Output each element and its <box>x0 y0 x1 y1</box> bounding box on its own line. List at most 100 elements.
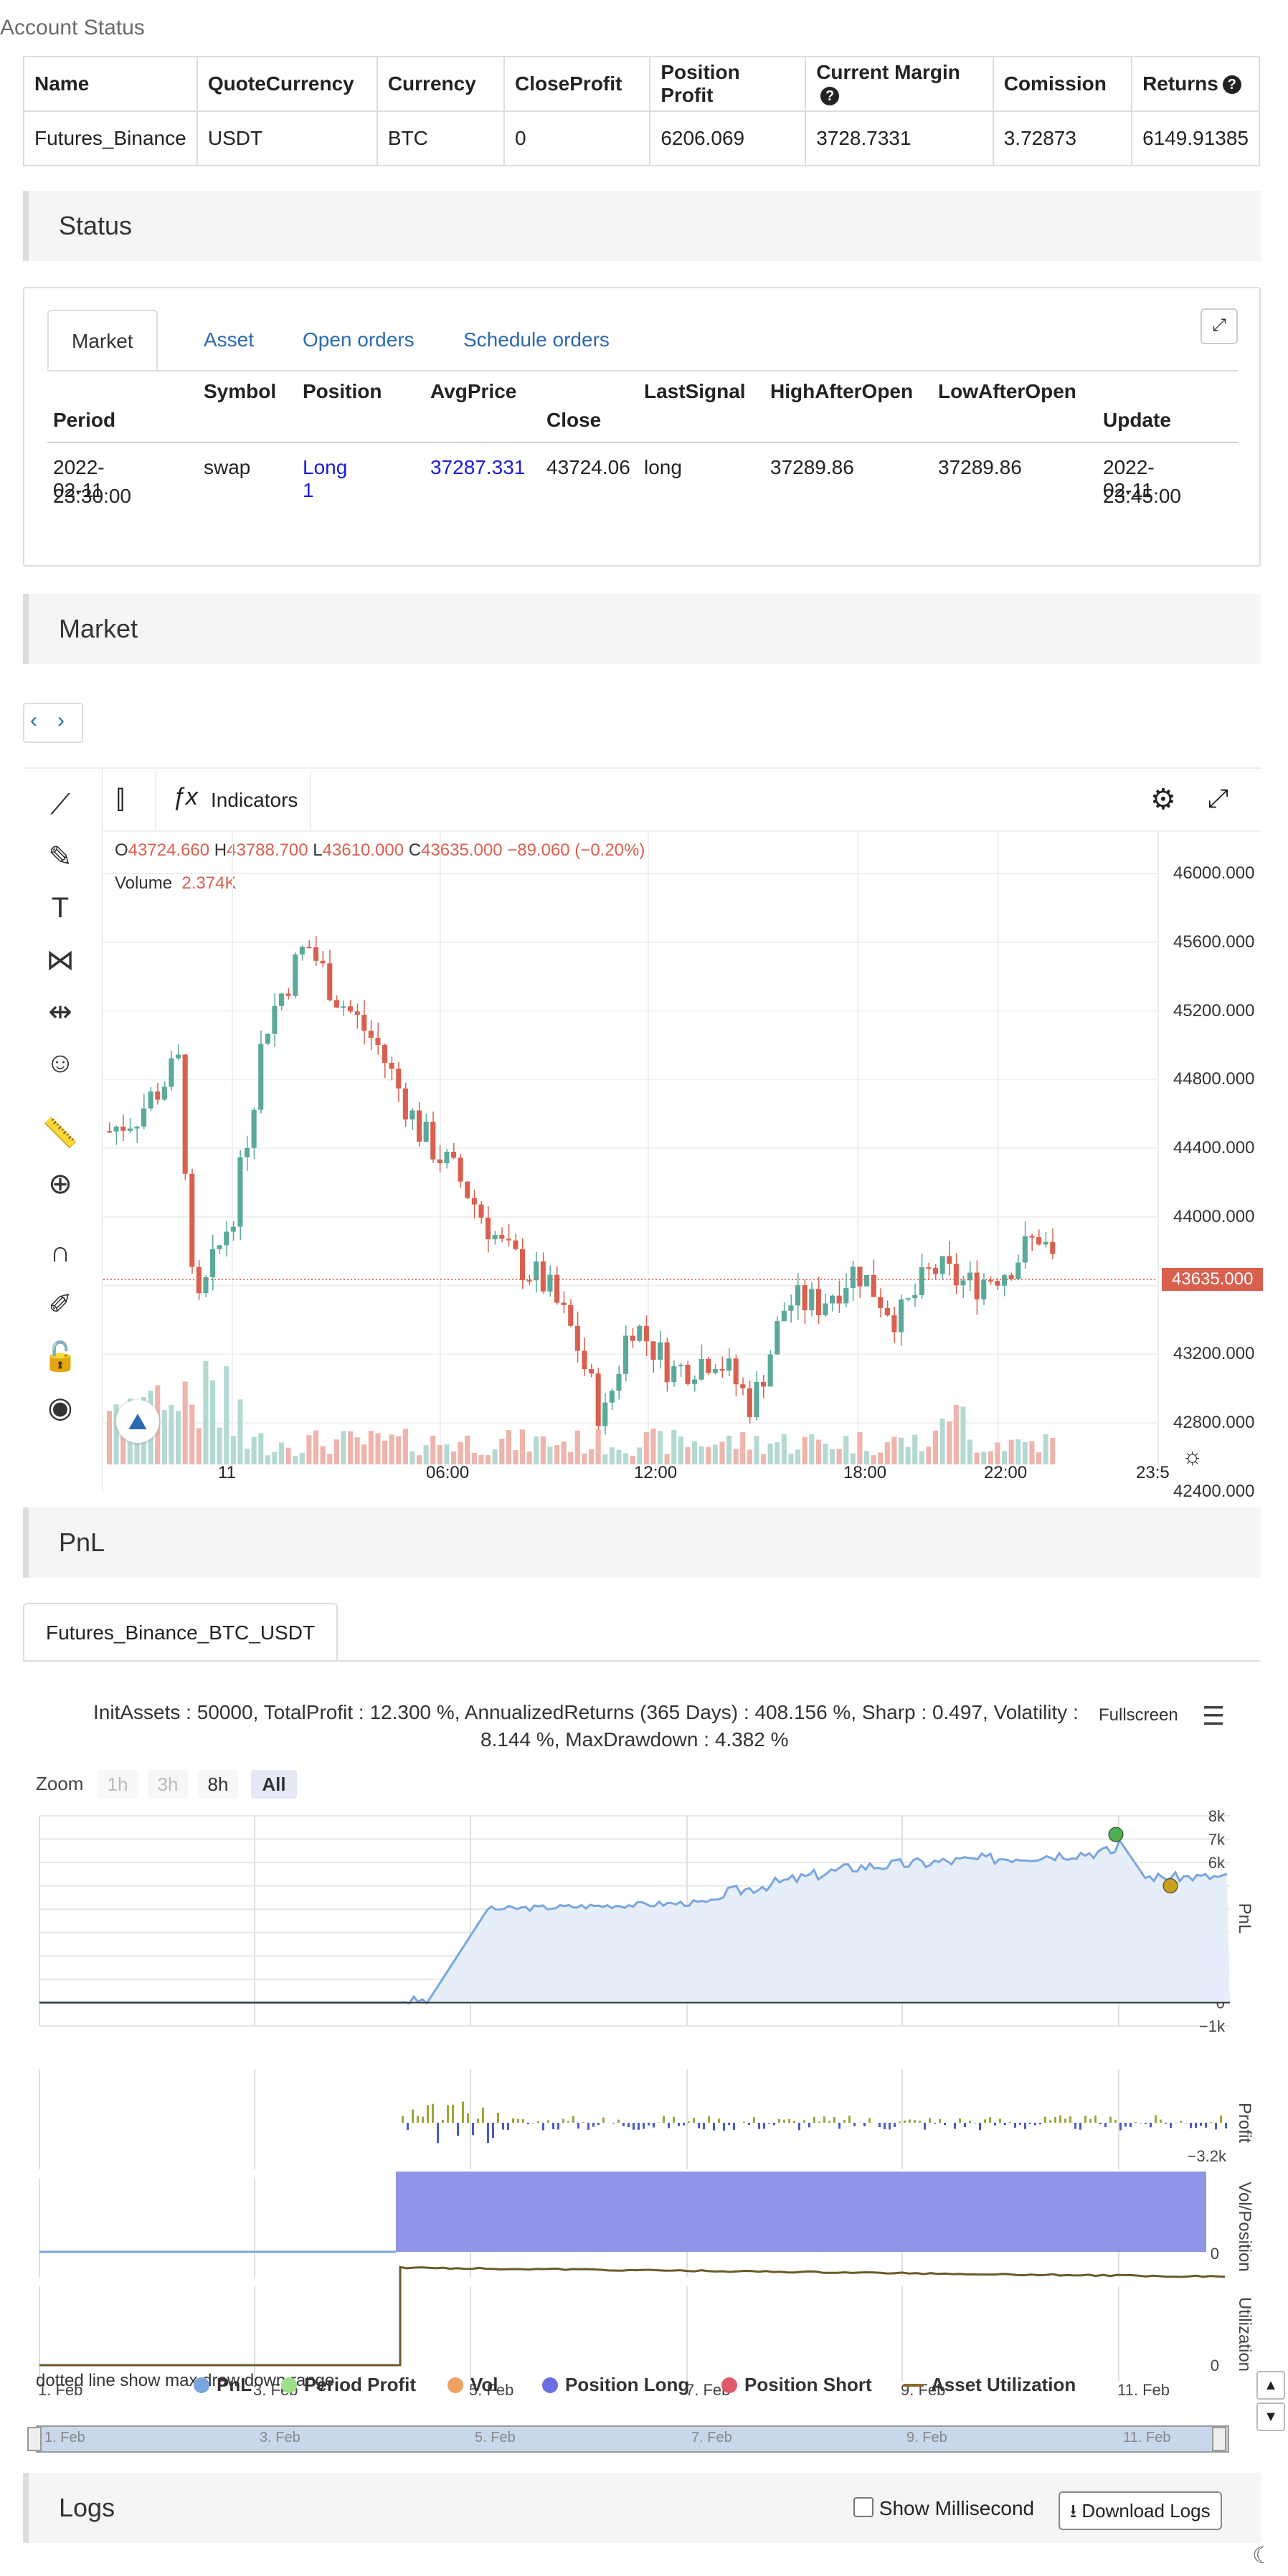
measure-tool-icon[interactable]: ⇹ <box>48 996 72 1028</box>
scroll-up-button[interactable]: ▲ <box>1256 2371 1285 2400</box>
profit-bar <box>1059 2115 1061 2123</box>
lock-icon[interactable]: 🔓 <box>42 1341 78 1373</box>
profit-bar <box>402 2116 404 2123</box>
navigator-right-handle[interactable] <box>1212 2427 1226 2451</box>
volume-bar <box>368 1431 374 1464</box>
profit-bar <box>602 2117 605 2123</box>
settings-gear-icon[interactable]: ⚙ <box>1150 784 1176 815</box>
theme-toggle-icon[interactable]: ☾ <box>1252 2542 1273 2568</box>
volume-bar <box>664 1454 670 1464</box>
tab-market[interactable]: Market <box>47 310 158 370</box>
candle <box>947 1256 952 1264</box>
pnl-charts[interactable]: 8k7k6k5k4k3k2k1k0−1k−3.2k00PnLProfitVol/… <box>0 1807 1288 2453</box>
chart-settings-icon[interactable]: ☼ <box>1182 1443 1203 1469</box>
profit-bar <box>743 2121 745 2123</box>
candle <box>471 1198 477 1205</box>
candle <box>265 1033 270 1044</box>
candle <box>926 1267 932 1269</box>
menu-icon[interactable]: ☰ <box>1202 1701 1226 1730</box>
help-icon[interactable]: ? <box>820 87 840 105</box>
legend-item[interactable]: Position Short <box>721 2374 872 2396</box>
pencil-lock-icon[interactable]: ✐ <box>48 1289 72 1320</box>
volume-bar <box>245 1448 250 1464</box>
profit-bar <box>999 2118 1001 2123</box>
tab-asset[interactable]: Asset <box>204 328 255 351</box>
profit-bar <box>1049 2120 1051 2123</box>
scroll-down-button[interactable]: ▼ <box>1256 2402 1285 2431</box>
legend-item[interactable]: Period Profit <box>281 2374 416 2396</box>
profit-bar <box>909 2119 911 2123</box>
pattern-icon[interactable]: ⋈ <box>46 944 75 976</box>
zoom-3h-button[interactable]: 3h <box>148 1770 188 1799</box>
volume-bar <box>747 1449 752 1464</box>
profit-bar <box>1170 2123 1172 2128</box>
volume-bar <box>995 1442 1000 1464</box>
profit-bar <box>1195 2123 1197 2128</box>
zoom-all-button[interactable]: All <box>251 1770 297 1799</box>
volume-bar <box>947 1421 952 1464</box>
profit-bar <box>698 2123 700 2128</box>
zoom-1h-button[interactable]: 1h <box>98 1770 138 1799</box>
volume-bar <box>726 1435 732 1464</box>
text-icon[interactable]: T <box>51 892 70 924</box>
volume-bar <box>375 1433 381 1464</box>
tab-open-orders[interactable]: Open orders <box>303 328 415 351</box>
profit-bar <box>1220 2115 1222 2123</box>
candle <box>899 1299 904 1332</box>
help-icon[interactable]: ? <box>1222 75 1241 94</box>
fullscreen-icon[interactable]: ⤢ <box>1208 783 1228 813</box>
magnet-icon[interactable]: ∩ <box>49 1236 71 1268</box>
pnl-tick: 6k <box>1208 1854 1226 1872</box>
candles-icon[interactable]: ⫿ <box>116 785 125 814</box>
profit-bar <box>467 2113 469 2123</box>
zoom-8h-button[interactable]: 8h <box>198 1770 238 1799</box>
volume-bar <box>327 1454 333 1464</box>
navigator-left-handle[interactable] <box>27 2427 42 2451</box>
min-marker <box>1162 1878 1178 1894</box>
tab-futures-binance-btc-usdt[interactable]: Futures_Binance_BTC_USDT <box>23 1603 338 1662</box>
volume-bar <box>650 1429 656 1464</box>
range-navigator[interactable]: 1. Feb 3. Feb 5. Feb 7. Feb 9. Feb 11. Feb <box>36 2425 1229 2453</box>
trendline-icon[interactable]: ⟋ <box>50 789 70 820</box>
profit-bar <box>843 2119 846 2123</box>
profit-bar <box>708 2116 710 2123</box>
legend-item[interactable]: Vol <box>448 2374 498 2396</box>
candle <box>795 1285 801 1306</box>
time-tick: 06:00 <box>426 1463 470 1482</box>
eye-icon[interactable]: ◉ <box>47 1392 73 1424</box>
chevron-right-icon[interactable]: › <box>57 709 65 732</box>
candle <box>568 1304 574 1326</box>
legend-item[interactable]: Asset Utilization <box>904 2374 1076 2396</box>
volume-bar <box>1008 1439 1014 1464</box>
profit-bar <box>507 2123 509 2130</box>
legend-item[interactable]: Position Long <box>542 2374 689 2396</box>
profit-bar <box>547 2120 549 2123</box>
checkbox[interactable] <box>853 2497 873 2517</box>
ruler-icon[interactable]: 📏 <box>42 1117 78 1149</box>
candle <box>678 1365 683 1367</box>
candlestick-chart[interactable] <box>103 832 1157 1470</box>
expand-icon[interactable]: ⤢ <box>1201 308 1238 344</box>
volume-bar <box>960 1406 966 1464</box>
show-millisecond-toggle[interactable]: Show Millisecond <box>853 2497 1034 2520</box>
indicators-button[interactable]: Indicators <box>211 789 298 811</box>
candle <box>788 1305 794 1311</box>
zoom-in-icon[interactable]: ⊕ <box>48 1168 72 1200</box>
chevron-left-icon[interactable]: ‹ <box>30 709 37 732</box>
candle <box>293 954 298 996</box>
candle <box>933 1267 939 1274</box>
candle <box>1022 1236 1028 1263</box>
profit-bar <box>1130 2123 1132 2128</box>
fullscreen-button[interactable]: Fullscreen <box>1099 1705 1178 1725</box>
legend-item[interactable]: PnL <box>194 2374 252 2396</box>
candle <box>520 1249 526 1280</box>
navigator-tick: 5. Feb <box>475 2430 516 2445</box>
profit-bar <box>1009 2121 1011 2123</box>
profit-bar <box>688 2121 690 2123</box>
emoji-icon[interactable]: ☺ <box>45 1047 75 1079</box>
fx-icon[interactable]: ƒx <box>172 783 198 810</box>
download-logs-button[interactable]: ⭳ Download Logs <box>1059 2491 1222 2530</box>
tab-schedule-orders[interactable]: Schedule orders <box>463 328 610 351</box>
profit-bar <box>678 2123 680 2126</box>
brush-icon[interactable]: ✎ <box>48 841 72 873</box>
